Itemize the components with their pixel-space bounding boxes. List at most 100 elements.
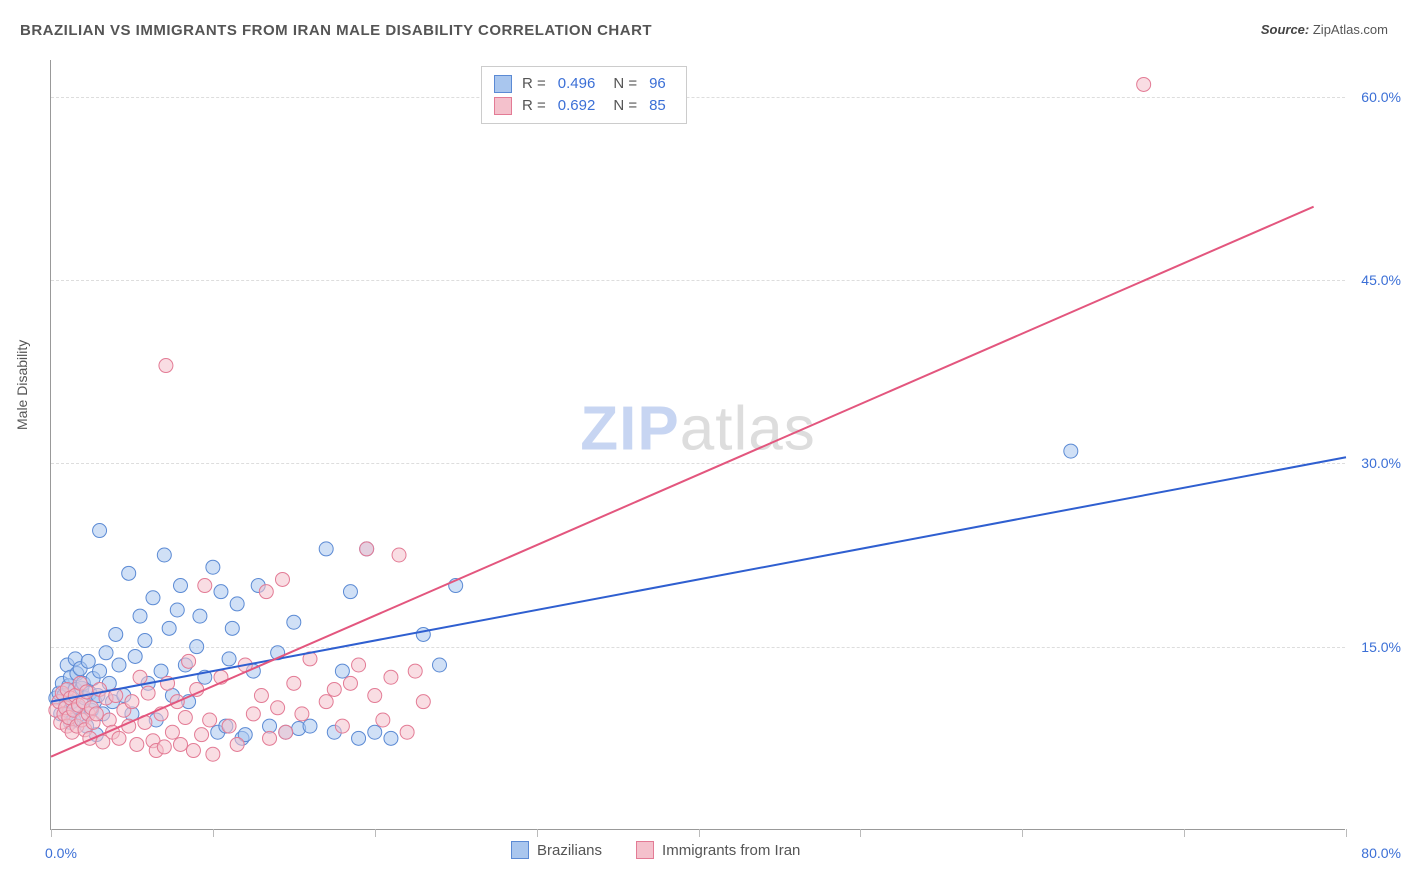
scatter-point-iran xyxy=(182,654,196,668)
scatter-point-brazilians xyxy=(214,585,228,599)
source-value: ZipAtlas.com xyxy=(1313,22,1388,37)
scatter-plot-svg xyxy=(51,60,1345,829)
scatter-point-brazilians xyxy=(112,658,126,672)
scatter-point-iran xyxy=(295,707,309,721)
scatter-point-iran xyxy=(271,701,285,715)
scatter-point-brazilians xyxy=(287,615,301,629)
scatter-point-iran xyxy=(89,707,103,721)
scatter-point-brazilians xyxy=(170,603,184,617)
scatter-point-brazilians xyxy=(303,719,317,733)
scatter-point-iran xyxy=(178,711,192,725)
scatter-point-brazilians xyxy=(384,731,398,745)
y-tick-label: 45.0% xyxy=(1361,272,1401,288)
chart-title: BRAZILIAN VS IMMIGRANTS FROM IRAN MALE D… xyxy=(20,22,652,39)
scatter-point-iran xyxy=(174,737,188,751)
scatter-point-iran xyxy=(319,695,333,709)
scatter-point-iran xyxy=(1137,77,1151,91)
scatter-point-brazilians xyxy=(230,597,244,611)
scatter-point-iran xyxy=(343,676,357,690)
scatter-point-iran xyxy=(254,689,268,703)
scatter-point-iran xyxy=(195,728,209,742)
scatter-point-iran xyxy=(198,579,212,593)
scatter-point-brazilians xyxy=(335,664,349,678)
stat-n-label: N = xyxy=(613,73,637,95)
scatter-point-brazilians xyxy=(138,634,152,648)
scatter-point-brazilians xyxy=(343,585,357,599)
legend-label-iran: Immigrants from Iran xyxy=(662,842,800,859)
scatter-point-iran xyxy=(130,737,144,751)
scatter-point-brazilians xyxy=(93,664,107,678)
scatter-point-brazilians xyxy=(146,591,160,605)
scatter-point-brazilians xyxy=(81,654,95,668)
scatter-point-iran xyxy=(246,707,260,721)
scatter-point-iran xyxy=(112,731,126,745)
stat-r-value-brazilians: 0.496 xyxy=(558,73,596,95)
scatter-point-iran xyxy=(384,670,398,684)
scatter-point-iran xyxy=(102,713,116,727)
scatter-point-iran xyxy=(335,719,349,733)
scatter-point-iran xyxy=(416,695,430,709)
scatter-point-iran xyxy=(408,664,422,678)
y-tick-label: 15.0% xyxy=(1361,639,1401,655)
scatter-point-brazilians xyxy=(109,627,123,641)
correlation-legend: R = 0.496 N = 96 R = 0.692 N = 85 xyxy=(481,66,687,124)
scatter-point-iran xyxy=(203,713,217,727)
series-legend: Brazilians Immigrants from Iran xyxy=(511,841,824,859)
scatter-point-brazilians xyxy=(1064,444,1078,458)
scatter-point-iran xyxy=(259,585,273,599)
y-tick-label: 30.0% xyxy=(1361,455,1401,471)
stat-r-label: R = xyxy=(522,95,546,117)
swatch-iran xyxy=(494,97,512,115)
scatter-point-brazilians xyxy=(133,609,147,623)
legend-item-iran: Immigrants from Iran xyxy=(636,841,800,859)
stat-n-value-brazilians: 96 xyxy=(649,73,666,95)
stat-n-label: N = xyxy=(613,95,637,117)
stat-r-value-iran: 0.692 xyxy=(558,95,596,117)
scatter-point-brazilians xyxy=(352,731,366,745)
chart-container: BRAZILIAN VS IMMIGRANTS FROM IRAN MALE D… xyxy=(0,0,1406,892)
scatter-point-brazilians xyxy=(368,725,382,739)
scatter-point-brazilians xyxy=(162,621,176,635)
scatter-point-iran xyxy=(263,731,277,745)
scatter-point-iran xyxy=(157,740,171,754)
scatter-point-iran xyxy=(206,747,220,761)
legend-row-iran: R = 0.692 N = 85 xyxy=(494,95,674,117)
scatter-point-brazilians xyxy=(157,548,171,562)
scatter-point-brazilians xyxy=(222,652,236,666)
swatch-brazilians xyxy=(494,75,512,93)
source-attribution: Source: ZipAtlas.com xyxy=(1261,22,1388,37)
scatter-point-brazilians xyxy=(225,621,239,635)
source-label: Source: xyxy=(1261,22,1309,37)
plot-area: ZIPatlas 15.0%30.0%45.0%60.0% 0.0% 80.0%… xyxy=(50,60,1345,830)
scatter-point-iran xyxy=(133,670,147,684)
scatter-point-iran xyxy=(165,725,179,739)
scatter-point-iran xyxy=(125,695,139,709)
legend-label-brazilians: Brazilians xyxy=(537,842,602,859)
stat-n-value-iran: 85 xyxy=(649,95,666,117)
scatter-point-brazilians xyxy=(433,658,447,672)
scatter-point-brazilians xyxy=(319,542,333,556)
scatter-point-iran xyxy=(368,689,382,703)
y-tick-label: 60.0% xyxy=(1361,89,1401,105)
scatter-point-brazilians xyxy=(193,609,207,623)
scatter-point-brazilians xyxy=(190,640,204,654)
trend-line-iran xyxy=(51,207,1314,757)
legend-row-brazilians: R = 0.496 N = 96 xyxy=(494,73,674,95)
stat-r-label: R = xyxy=(522,73,546,95)
scatter-point-iran xyxy=(141,686,155,700)
swatch-brazilians xyxy=(511,841,529,859)
scatter-point-iran xyxy=(352,658,366,672)
scatter-point-iran xyxy=(287,676,301,690)
scatter-point-brazilians xyxy=(93,524,107,538)
scatter-point-brazilians xyxy=(174,579,188,593)
scatter-point-iran xyxy=(400,725,414,739)
scatter-point-iran xyxy=(360,542,374,556)
y-axis-label: Male Disability xyxy=(14,340,30,430)
trend-line-brazilians xyxy=(51,457,1346,701)
scatter-point-iran xyxy=(186,744,200,758)
legend-item-brazilians: Brazilians xyxy=(511,841,602,859)
scatter-point-brazilians xyxy=(128,649,142,663)
x-axis-min-label: 0.0% xyxy=(45,845,77,861)
scatter-point-brazilians xyxy=(99,646,113,660)
scatter-point-iran xyxy=(279,725,293,739)
